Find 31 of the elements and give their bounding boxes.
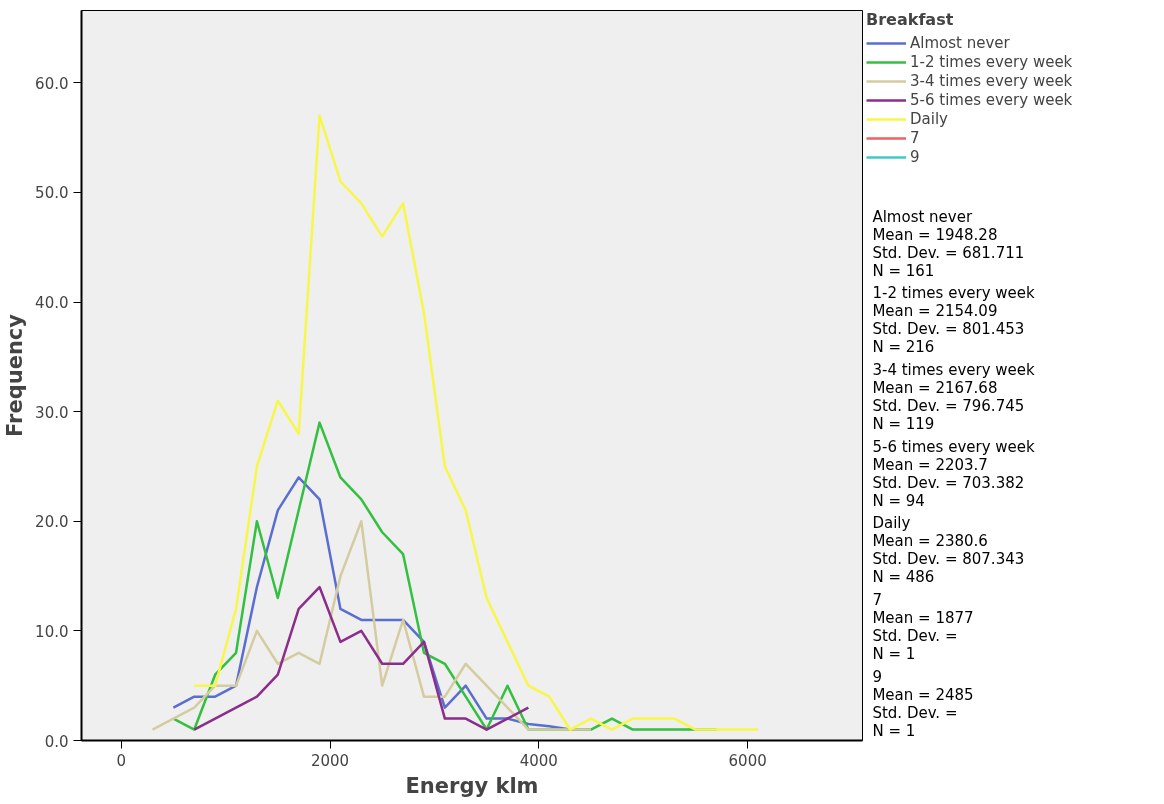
x-tick-label: 0 <box>116 751 126 770</box>
legend-label: 3-4 times every week <box>910 72 1073 90</box>
y-tick-label: 20.0 <box>35 513 69 532</box>
y-tick-label: 30.0 <box>35 403 69 422</box>
legend-label: Almost never <box>910 34 1010 52</box>
text: 1-2 times every week Mean = 2154.09 Std. Dev. = 801.453 N = 216 <box>872 284 1036 357</box>
y-axis-title: Frequency <box>3 313 28 437</box>
legend-label: 1-2 times every week <box>910 53 1073 71</box>
x-tick-label: 2000 <box>310 751 350 770</box>
legend-label: Daily <box>910 110 948 128</box>
x-tick-label: 4000 <box>519 751 558 770</box>
y-tick-label: 40.0 <box>35 294 69 313</box>
x-axis-title: Energy klm <box>405 773 539 798</box>
text: 7 Mean = 1877 Std. Dev. = N = 1 <box>872 590 974 663</box>
text: Almost never Mean = 1948.28 Std. Dev. = 681.711 N = 161 <box>872 207 1025 280</box>
y-tick-label: 10.0 <box>35 622 69 641</box>
legend-label: 7 <box>910 129 921 147</box>
line-series <box>151 520 593 731</box>
legend-label: 9 <box>910 148 921 166</box>
x-tick-label: 6000 <box>728 751 767 770</box>
text: 3-4 times every week Mean = 2167.68 Std. Dev. = 796.745 N = 119 <box>872 360 1036 433</box>
legend-title: Breakfast <box>866 10 955 29</box>
text: Daily Mean = 2380.6 Std. Dev. = 807.343 N = 486 <box>872 514 1025 587</box>
y-tick-label: 60.0 <box>35 74 69 93</box>
line-series <box>193 114 760 731</box>
legend-label: 5-6 times every week <box>910 91 1073 109</box>
y-tick-label: 0.0 <box>44 732 69 751</box>
line-series <box>193 585 530 731</box>
text: 9 Mean = 2485 Std. Dev. = N = 1 <box>872 667 974 740</box>
text: 5-6 times every week Mean = 2203.7 Std. Dev. = 703.382 N = 94 <box>872 437 1036 510</box>
y-tick-label: 50.0 <box>35 184 69 203</box>
